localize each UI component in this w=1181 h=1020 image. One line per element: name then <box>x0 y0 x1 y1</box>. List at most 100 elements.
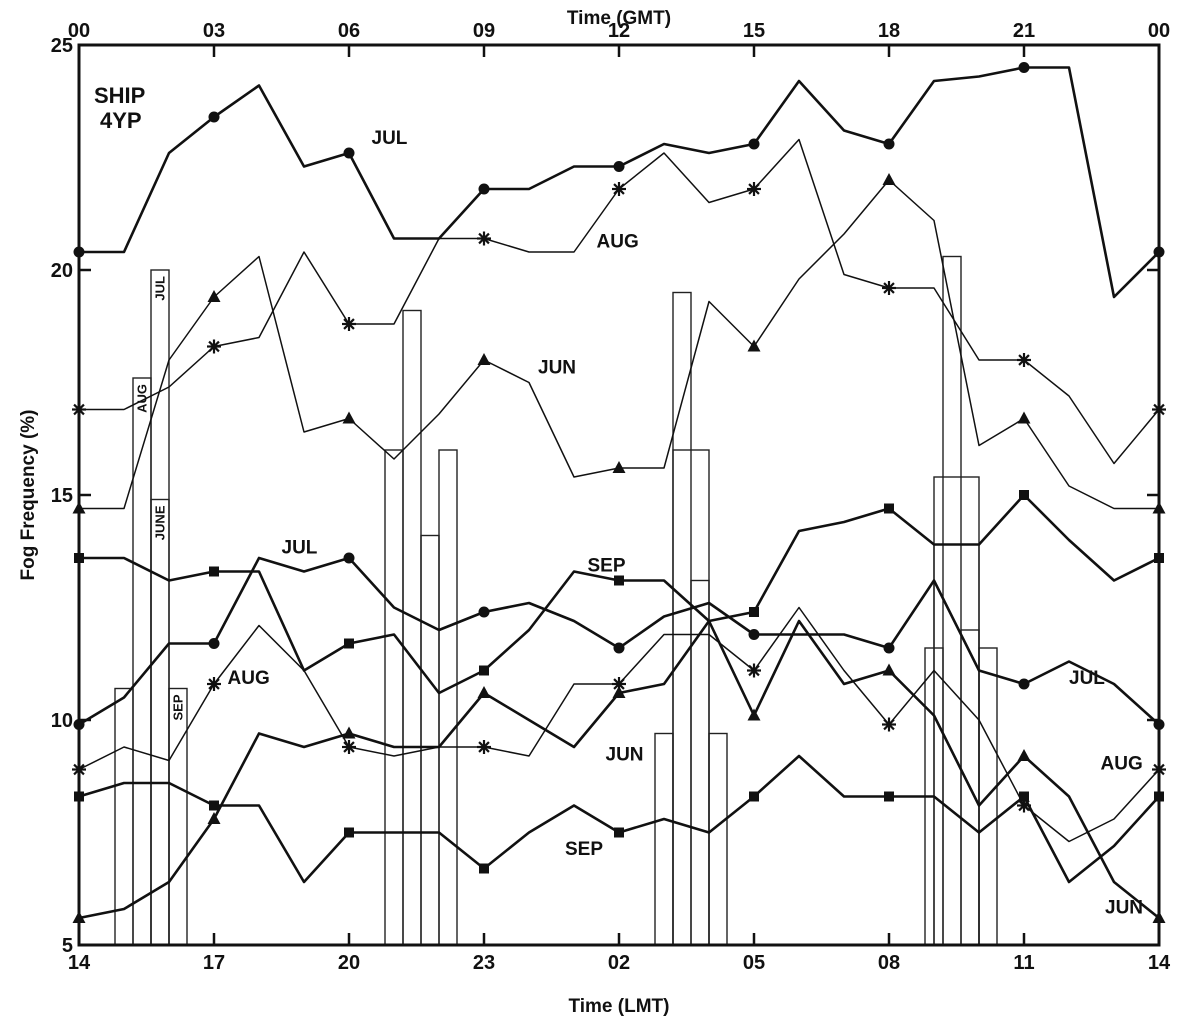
bar-5 <box>384 449 404 946</box>
data-point-0-15 <box>747 339 761 352</box>
series-label-5: AUG <box>228 668 270 689</box>
series-label-8: AUG <box>1101 754 1143 775</box>
series-layer <box>72 62 1166 923</box>
bar-label-2: JUL <box>153 276 168 301</box>
data-point-4-12 <box>612 686 626 698</box>
bar-label-1: AUG <box>135 384 150 413</box>
data-point-7-6 <box>344 827 354 838</box>
bottom-tick-label-8: 14 <box>1148 952 1171 974</box>
data-point-7-15 <box>749 791 759 802</box>
bar-1 <box>132 377 152 946</box>
data-point-5-3 <box>208 638 220 649</box>
data-point-2-18 <box>882 281 896 295</box>
series-upper-jul <box>73 62 1165 299</box>
top-tick-label-4: 12 <box>608 20 630 42</box>
series-labels-layer: JUL AUG JUN JUL SEP AUG JUL JUN AUG SEP JUN <box>228 128 1144 919</box>
data-point-3-15 <box>749 607 759 617</box>
top-axis-title: Time (GMT) <box>567 8 671 29</box>
data-point-4-6 <box>342 726 356 739</box>
series-upper-sep <box>74 490 1164 695</box>
series-lower-jul <box>73 552 1165 730</box>
bottom-tick-label-0: 14 <box>68 952 91 974</box>
data-point-5-15 <box>748 629 760 640</box>
bar-9 <box>654 732 674 946</box>
data-point-2-6 <box>342 317 356 331</box>
bar-18 <box>933 476 980 946</box>
bar-4 <box>168 687 188 946</box>
data-point-1-6 <box>343 147 355 159</box>
data-point-2-12 <box>612 182 626 196</box>
bar-19 <box>933 543 980 946</box>
data-point-6-9 <box>477 740 491 754</box>
series-label-6: JUL <box>1069 668 1105 689</box>
data-point-3-18 <box>884 503 894 514</box>
top-tick-label-3: 09 <box>473 20 495 42</box>
data-point-3-9 <box>479 665 489 676</box>
data-point-7-18 <box>884 791 894 802</box>
y-tick-label-3: 20 <box>51 260 73 282</box>
bar-label-4: SEP <box>171 694 186 720</box>
series-line-0 <box>79 179 1159 510</box>
data-point-6-18 <box>882 717 896 732</box>
bottom-tick-label-5: 05 <box>743 952 765 974</box>
data-point-7-9 <box>479 863 489 874</box>
series-label-9: SEP <box>565 839 603 860</box>
data-point-0-6 <box>342 411 356 424</box>
series-label-4: SEP <box>588 556 626 577</box>
series-upper-jun <box>72 173 1166 514</box>
bar-7 <box>420 534 440 946</box>
data-point-0-9 <box>477 353 491 365</box>
data-point-7-3 <box>209 800 219 811</box>
y-tick-label-1: 10 <box>51 710 73 732</box>
top-tick-label-6: 18 <box>878 20 900 42</box>
bottom-tick-label-7: 11 <box>1013 952 1034 974</box>
y-tick-label-4: 25 <box>51 35 73 57</box>
bar-10 <box>672 291 692 946</box>
data-point-1-3 <box>208 111 220 123</box>
data-point-4-15 <box>747 708 761 721</box>
data-point-7-12 <box>614 827 624 838</box>
data-point-1-12 <box>613 161 625 172</box>
series-label-10: JUN <box>1105 898 1143 919</box>
data-point-3-6 <box>344 638 354 649</box>
data-point-4-3 <box>207 812 221 824</box>
series-label-7: JUN <box>606 745 644 766</box>
data-point-2-9 <box>477 231 491 246</box>
series-upper-aug <box>72 138 1166 465</box>
ticks-layer: 14 00 17 03 20 06 23 09 02 12 05 15 08 18 11 21 14 00 5 10 1… <box>51 20 1171 974</box>
data-point-4-18 <box>882 663 896 676</box>
bottom-tick-label-6: 08 <box>878 952 900 974</box>
data-point-5-9 <box>478 606 490 618</box>
bar-8 <box>438 449 458 946</box>
data-point-1-18 <box>883 138 895 150</box>
bottom-tick-label-2: 20 <box>338 952 360 974</box>
bar-label-3: JUNE <box>153 505 168 540</box>
data-point-4-21 <box>1017 749 1031 761</box>
data-point-2-21 <box>1017 353 1031 367</box>
bars-layer: AUG JUL JUNE SEP <box>114 255 998 946</box>
data-point-6-6 <box>342 740 356 754</box>
data-point-5-21 <box>1018 678 1030 690</box>
data-point-0-21 <box>1017 411 1031 424</box>
data-point-0-3 <box>207 290 221 302</box>
bottom-axis-title: Time (LMT) <box>569 996 670 1017</box>
series-label-2: JUN <box>538 358 576 379</box>
data-point-5-6 <box>343 552 355 564</box>
data-point-4-9 <box>477 686 491 698</box>
bar-15 <box>942 255 962 946</box>
data-point-5-18 <box>883 642 895 654</box>
data-point-1-21 <box>1018 62 1030 73</box>
bar-12 <box>708 732 728 946</box>
top-tick-label-8: 00 <box>1148 20 1170 42</box>
data-point-2-15 <box>747 182 761 196</box>
data-point-7-21 <box>1019 791 1029 802</box>
series-lower-jun <box>72 619 1166 923</box>
series-label-1: AUG <box>597 232 639 253</box>
bar-6 <box>402 309 422 946</box>
bar-3 <box>150 498 170 946</box>
data-point-3-3 <box>209 566 219 577</box>
data-point-1-9 <box>478 183 490 195</box>
data-point-2-3 <box>207 339 221 354</box>
ship-label-line2: 4YP <box>100 108 142 133</box>
